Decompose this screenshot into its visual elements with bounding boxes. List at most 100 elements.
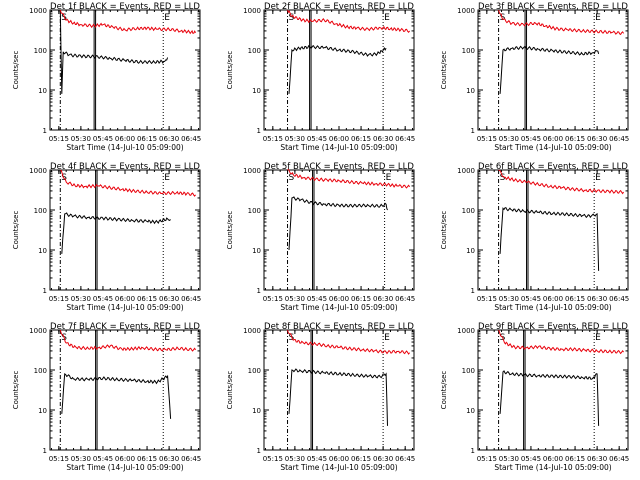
x-axis-label: Start Time (14-Jul-10 05:09:00) (494, 143, 611, 152)
y-tick-label: 100 (34, 47, 47, 55)
x-axis-label: Start Time (14-Jul-10 05:09:00) (280, 463, 397, 472)
y-tick-label: 1 (471, 127, 475, 135)
x-tick-label: 06:30 (159, 295, 179, 303)
x-tick-label: 06:00 (543, 455, 563, 463)
y-axis-label: Counts/sec (226, 211, 234, 250)
y-tick-label: 10 (466, 407, 475, 415)
series-line-events (499, 207, 600, 271)
x-tick-label: 05:30 (285, 135, 305, 143)
y-tick-label: 100 (248, 367, 261, 375)
y-axis-label: Counts/sec (12, 51, 20, 90)
x-tick-label: 05:15 (477, 135, 497, 143)
x-tick-label: 06:15 (351, 295, 371, 303)
x-tick-label: 06:15 (565, 295, 585, 303)
series-line-events (288, 44, 387, 94)
chart-title: Det 4f BLACK = Events, RED = LLD (50, 162, 200, 172)
x-tick-label: 06:30 (587, 135, 607, 143)
x-tick-label: 06:15 (351, 455, 371, 463)
y-axis-label: Counts/sec (440, 51, 448, 90)
x-tick-label: 06:45 (609, 455, 629, 463)
x-tick-label: 05:30 (499, 295, 519, 303)
x-tick-label: 05:15 (263, 455, 283, 463)
chart-title: Det 1f BLACK = Events, RED = LLD (50, 2, 200, 12)
x-tick-label: 05:45 (521, 295, 541, 303)
series-line-events (61, 372, 172, 419)
marker-s: S (500, 173, 506, 183)
x-tick-label: 05:30 (499, 455, 519, 463)
y-tick-label: 100 (462, 207, 475, 215)
marker-s: S (500, 13, 506, 23)
x-tick-label: 06:00 (329, 295, 349, 303)
y-axis-label: Counts/sec (226, 371, 234, 410)
x-tick-label: 06:15 (137, 455, 157, 463)
x-axis-label: Start Time (14-Jul-10 05:09:00) (66, 143, 183, 152)
marker-e: E (164, 333, 170, 343)
marker-e: E (595, 333, 601, 343)
x-axis-label: Start Time (14-Jul-10 05:09:00) (494, 303, 611, 312)
x-axis-label: Start Time (14-Jul-10 05:09:00) (280, 143, 397, 152)
x-tick-label: 06:45 (181, 295, 201, 303)
x-tick-label: 05:45 (307, 295, 327, 303)
x-tick-label: 05:15 (477, 295, 497, 303)
x-tick-label: 06:15 (137, 135, 157, 143)
x-tick-label: 05:45 (521, 455, 541, 463)
x-tick-label: 06:30 (373, 295, 393, 303)
x-tick-label: 06:45 (395, 135, 415, 143)
y-axis-label: Counts/sec (12, 211, 20, 250)
x-tick-label: 06:15 (565, 455, 585, 463)
x-tick-label: 06:00 (115, 455, 135, 463)
series-line-events (499, 370, 600, 426)
y-tick-label: 100 (34, 367, 47, 375)
x-axis-label: Start Time (14-Jul-10 05:09:00) (66, 463, 183, 472)
x-tick-label: 06:15 (351, 135, 371, 143)
y-tick-label: 10 (38, 407, 47, 415)
x-tick-label: 06:45 (609, 135, 629, 143)
y-axis-label: Counts/sec (440, 371, 448, 410)
x-tick-label: 06:15 (137, 295, 157, 303)
x-tick-label: 06:45 (395, 295, 415, 303)
y-tick-label: 1000 (457, 327, 475, 335)
x-tick-label: 06:00 (329, 135, 349, 143)
x-tick-label: 06:00 (543, 135, 563, 143)
x-tick-label: 06:30 (159, 455, 179, 463)
y-tick-label: 1000 (29, 327, 47, 335)
x-tick-label: 05:15 (263, 135, 283, 143)
y-tick-label: 100 (34, 207, 47, 215)
series-line-events (61, 212, 171, 254)
y-tick-label: 1000 (29, 7, 47, 15)
x-axis-label: Start Time (14-Jul-10 05:09:00) (280, 303, 397, 312)
y-axis-label: Counts/sec (440, 211, 448, 250)
plot-frame (263, 169, 415, 291)
x-tick-label: 06:45 (395, 455, 415, 463)
y-tick-label: 10 (38, 247, 47, 255)
y-axis-label: Counts/sec (226, 51, 234, 90)
x-tick-label: 05:30 (285, 295, 305, 303)
x-tick-label: 05:15 (49, 135, 69, 143)
y-tick-label: 1 (471, 447, 475, 455)
series-line-lld (498, 329, 624, 355)
x-axis-label: Start Time (14-Jul-10 05:09:00) (494, 463, 611, 472)
y-tick-label: 10 (252, 247, 261, 255)
series-line-events (288, 368, 388, 426)
y-tick-label: 1 (471, 287, 475, 295)
y-tick-label: 1000 (457, 7, 475, 15)
x-tick-label: 05:30 (285, 455, 305, 463)
series-line-lld (59, 9, 197, 35)
y-tick-label: 1000 (243, 327, 261, 335)
x-tick-label: 05:45 (93, 295, 113, 303)
chart-title: Det 5f BLACK = Events, RED = LLD (264, 162, 414, 172)
x-tick-label: 05:15 (49, 455, 69, 463)
y-tick-label: 10 (38, 87, 47, 95)
y-tick-label: 100 (248, 47, 261, 55)
x-tick-label: 06:15 (565, 135, 585, 143)
y-tick-label: 100 (248, 207, 261, 215)
marker-e: E (384, 333, 390, 343)
